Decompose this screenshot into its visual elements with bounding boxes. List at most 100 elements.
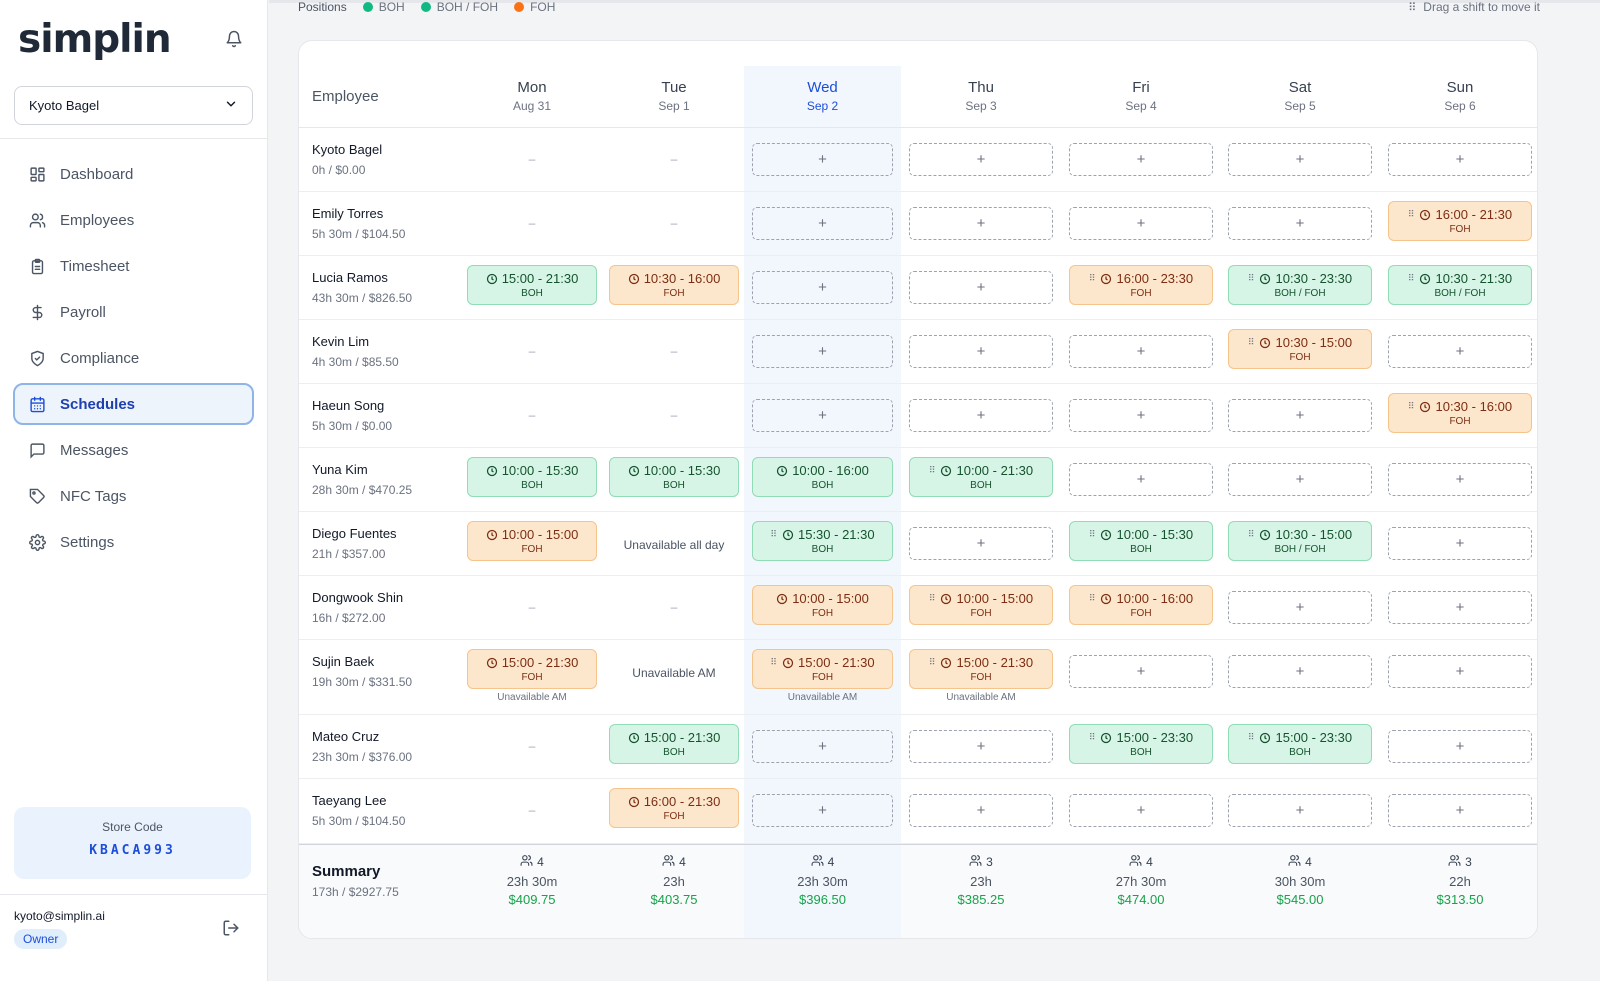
drag-handle-icon[interactable]: ⠿ xyxy=(1247,732,1255,742)
add-shift-button[interactable]: + xyxy=(1388,591,1532,624)
shift-card[interactable]: ⠿ 15:00 - 23:30 BOH xyxy=(1228,724,1372,764)
drag-handle-icon[interactable]: ⠿ xyxy=(928,593,936,603)
add-shift-button[interactable]: + xyxy=(1388,143,1532,176)
drag-handle-icon[interactable]: ⠿ xyxy=(1247,273,1255,283)
add-shift-button[interactable]: + xyxy=(752,207,893,240)
drag-handle-icon[interactable]: ⠿ xyxy=(1088,273,1096,283)
drag-handle-icon[interactable]: ⠿ xyxy=(1088,732,1096,742)
logout-icon[interactable] xyxy=(222,919,242,939)
shift-card[interactable]: 10:00 - 16:00 BOH xyxy=(752,457,893,497)
employee-name[interactable]: Kyoto Bagel xyxy=(312,142,383,157)
shift-card[interactable]: ⠿ 10:30 - 16:00 FOH xyxy=(1388,393,1532,433)
drag-handle-icon[interactable]: ⠿ xyxy=(1407,273,1415,283)
add-shift-button[interactable]: + xyxy=(752,271,893,304)
add-shift-button[interactable]: + xyxy=(1388,730,1532,763)
employee-name[interactable]: Taeyang Lee xyxy=(312,793,387,808)
add-shift-button[interactable]: + xyxy=(752,794,893,827)
sidebar-item-dashboard[interactable]: Dashboard xyxy=(13,153,254,195)
add-shift-button[interactable]: + xyxy=(1069,207,1213,240)
add-shift-button[interactable]: + xyxy=(1069,463,1213,496)
add-shift-button[interactable]: + xyxy=(1228,591,1372,624)
add-shift-button[interactable]: + xyxy=(1228,143,1372,176)
shift-card[interactable]: 10:30 - 16:00 FOH xyxy=(609,265,739,305)
employee-name[interactable]: Emily Torres xyxy=(312,206,384,221)
add-shift-button[interactable]: + xyxy=(752,143,893,176)
day-header-mon[interactable]: Mon Aug 31 xyxy=(462,79,602,113)
shift-card[interactable]: ⠿ 15:00 - 23:30 BOH xyxy=(1069,724,1213,764)
shift-card[interactable]: ⠿ 15:00 - 21:30 FOH xyxy=(752,649,893,689)
drag-handle-icon[interactable]: ⠿ xyxy=(928,657,936,667)
sidebar-item-employees[interactable]: Employees xyxy=(13,199,254,241)
drag-handle-icon[interactable]: ⠿ xyxy=(770,529,777,539)
shift-card[interactable]: ⠿ 16:00 - 23:30 FOH xyxy=(1069,265,1213,305)
day-header-tue[interactable]: Tue Sep 1 xyxy=(604,79,744,113)
day-header-sat[interactable]: Sat Sep 5 xyxy=(1220,79,1380,113)
shift-card[interactable]: ⠿ 10:00 - 15:00 FOH xyxy=(909,585,1053,625)
employee-name[interactable]: Yuna Kim xyxy=(312,462,368,477)
shift-card[interactable]: ⠿ 15:00 - 21:30 FOH xyxy=(909,649,1053,689)
shift-card[interactable]: ⠿ 10:30 - 15:00 BOH / FOH xyxy=(1228,521,1372,561)
sidebar-item-payroll[interactable]: Payroll xyxy=(13,291,254,333)
employee-name[interactable]: Kevin Lim xyxy=(312,334,370,349)
add-shift-button[interactable]: + xyxy=(1228,794,1372,827)
drag-handle-icon[interactable]: ⠿ xyxy=(1088,593,1096,603)
add-shift-button[interactable]: + xyxy=(909,207,1053,240)
shift-card[interactable]: ⠿ 10:30 - 21:30 BOH / FOH xyxy=(1388,265,1532,305)
add-shift-button[interactable]: + xyxy=(909,399,1053,432)
sidebar-item-messages[interactable]: Messages xyxy=(13,429,254,471)
shift-card[interactable]: ⠿ 10:30 - 23:30 BOH / FOH xyxy=(1228,265,1372,305)
shift-card[interactable]: ⠿ 10:00 - 15:30 BOH xyxy=(1069,521,1213,561)
add-shift-button[interactable]: + xyxy=(1069,399,1213,432)
app-logo[interactable]: simplin xyxy=(18,16,172,62)
add-shift-button[interactable]: + xyxy=(752,730,893,763)
drag-handle-icon[interactable]: ⠿ xyxy=(928,465,936,475)
shift-card[interactable]: ⠿ 10:00 - 16:00 FOH xyxy=(1069,585,1213,625)
add-shift-button[interactable]: + xyxy=(1069,794,1213,827)
add-shift-button[interactable]: + xyxy=(1069,655,1213,688)
sidebar-item-timesheet[interactable]: Timesheet xyxy=(13,245,254,287)
bell-icon[interactable] xyxy=(223,28,245,50)
add-shift-button[interactable]: + xyxy=(1069,143,1213,176)
shift-card[interactable]: 15:00 - 21:30 BOH xyxy=(609,724,739,764)
sidebar-item-schedules[interactable]: Schedules xyxy=(13,383,254,425)
add-shift-button[interactable]: + xyxy=(752,335,893,368)
add-shift-button[interactable]: + xyxy=(909,271,1053,304)
add-shift-button[interactable]: + xyxy=(1388,335,1532,368)
drag-handle-icon[interactable]: ⠿ xyxy=(1407,209,1415,219)
shift-card[interactable]: 15:00 - 21:30 FOH xyxy=(467,649,597,689)
day-header-wed[interactable]: Wed Sep 2 xyxy=(744,79,901,113)
shift-card[interactable]: ⠿ 16:00 - 21:30 FOH xyxy=(1388,201,1532,241)
add-shift-button[interactable]: + xyxy=(909,143,1053,176)
employee-name[interactable]: Lucia Ramos xyxy=(312,270,388,285)
shift-card[interactable]: 15:00 - 21:30 BOH xyxy=(467,265,597,305)
drag-handle-icon[interactable]: ⠿ xyxy=(1247,529,1255,539)
add-shift-button[interactable]: + xyxy=(909,794,1053,827)
shift-card[interactable]: ⠿ 10:00 - 21:30 BOH xyxy=(909,457,1053,497)
add-shift-button[interactable]: + xyxy=(1388,463,1532,496)
shift-card[interactable]: ⠿ 10:30 - 15:00 FOH xyxy=(1228,329,1372,369)
sidebar-item-compliance[interactable]: Compliance xyxy=(13,337,254,379)
employee-name[interactable]: Haeun Song xyxy=(312,398,385,413)
store-selector[interactable]: Kyoto Bagel xyxy=(14,86,253,125)
add-shift-button[interactable]: + xyxy=(1388,655,1532,688)
day-header-sun[interactable]: Sun Sep 6 xyxy=(1380,79,1537,113)
add-shift-button[interactable]: + xyxy=(909,730,1053,763)
add-shift-button[interactable]: + xyxy=(909,335,1053,368)
sidebar-item-settings[interactable]: Settings xyxy=(13,521,254,563)
drag-handle-icon[interactable]: ⠿ xyxy=(1407,401,1415,411)
employee-name[interactable]: Dongwook Shin xyxy=(312,590,404,605)
add-shift-button[interactable]: + xyxy=(1228,655,1372,688)
add-shift-button[interactable]: + xyxy=(1069,335,1213,368)
add-shift-button[interactable]: + xyxy=(1388,794,1532,827)
shift-card[interactable]: 10:00 - 15:30 BOH xyxy=(467,457,597,497)
shift-card[interactable]: ⠿ 15:30 - 21:30 BOH xyxy=(752,521,893,561)
shift-card[interactable]: 10:00 - 15:30 BOH xyxy=(609,457,739,497)
sidebar-item-nfc-tags[interactable]: NFC Tags xyxy=(13,475,254,517)
drag-handle-icon[interactable]: ⠿ xyxy=(770,657,777,667)
employee-name[interactable]: Mateo Cruz xyxy=(312,729,380,744)
shift-card[interactable]: 16:00 - 21:30 FOH xyxy=(609,788,739,828)
drag-handle-icon[interactable]: ⠿ xyxy=(1088,529,1096,539)
add-shift-button[interactable]: + xyxy=(752,399,893,432)
employee-name[interactable]: Sujin Baek xyxy=(312,654,375,669)
shift-card[interactable]: 10:00 - 15:00 FOH xyxy=(752,585,893,625)
